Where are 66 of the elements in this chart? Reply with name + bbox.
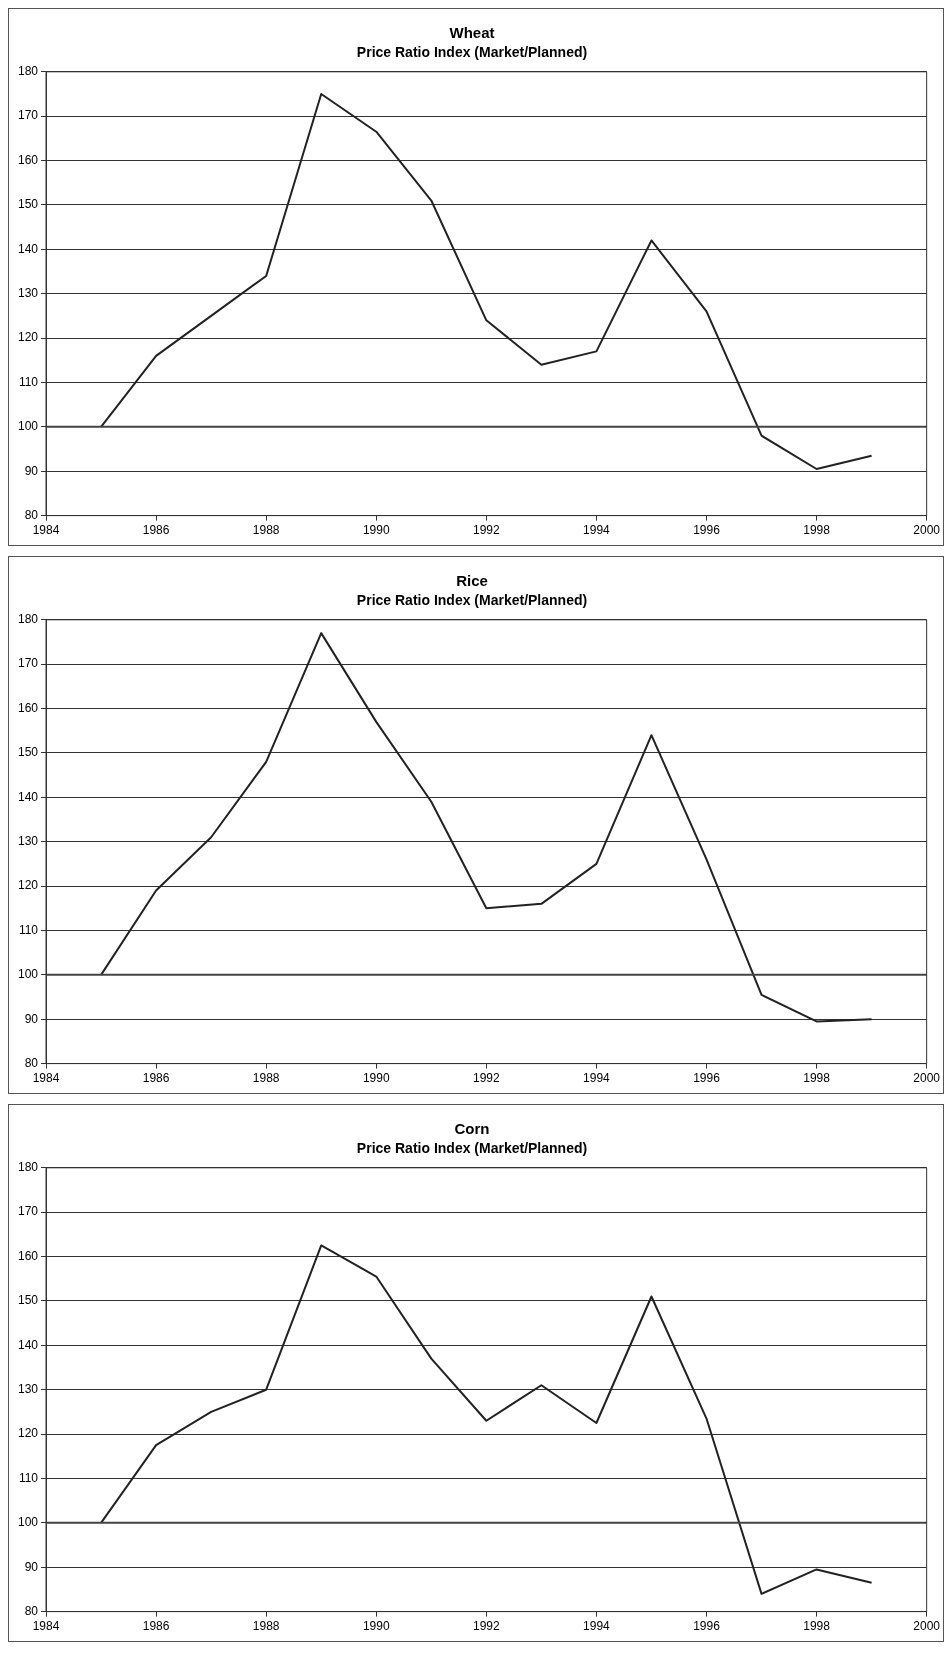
x-tick-label: 1992 bbox=[472, 1619, 501, 1634]
y-tick-label: 90 bbox=[24, 1011, 39, 1026]
x-tick-label: 2000 bbox=[913, 1619, 941, 1634]
x-tick-label: 1990 bbox=[362, 523, 390, 538]
y-tick-label: 140 bbox=[17, 241, 39, 256]
x-tick-label: 1998 bbox=[803, 1619, 831, 1634]
chart-title: Wheat bbox=[449, 24, 495, 42]
x-tick-label: 2000 bbox=[913, 1071, 941, 1086]
y-tick-label: 150 bbox=[17, 197, 39, 212]
x-tick-label: 1986 bbox=[142, 1619, 170, 1634]
y-tick-label: 180 bbox=[17, 612, 39, 627]
y-tick-label: 170 bbox=[17, 1204, 39, 1219]
x-tick-label: 1986 bbox=[142, 1071, 170, 1086]
x-tick-label: 1988 bbox=[252, 523, 280, 538]
chart-subtitle: Price Ratio Index (Market/Planned) bbox=[356, 44, 588, 61]
y-tick-label: 130 bbox=[17, 1382, 39, 1397]
x-tick-label: 1984 bbox=[32, 1619, 60, 1634]
chart-subtitle: Price Ratio Index (Market/Planned) bbox=[356, 1140, 588, 1157]
chart-title: Rice bbox=[456, 572, 488, 590]
y-tick-label: 130 bbox=[17, 834, 39, 849]
x-tick-label: 2000 bbox=[913, 523, 941, 538]
y-tick-label: 90 bbox=[24, 1559, 39, 1574]
y-tick-label: 110 bbox=[18, 1470, 39, 1485]
x-tick-label: 1998 bbox=[803, 523, 831, 538]
y-tick-label: 130 bbox=[17, 286, 39, 301]
x-tick-label: 1994 bbox=[583, 523, 611, 538]
x-tick-label: 1994 bbox=[583, 1619, 611, 1634]
x-tick-label: 1992 bbox=[472, 523, 501, 538]
x-tick-label: 1996 bbox=[693, 1071, 721, 1086]
chart-subtitle: Price Ratio Index (Market/Planned) bbox=[356, 592, 588, 609]
x-tick-label: 1986 bbox=[142, 523, 170, 538]
x-tick-label: 1990 bbox=[362, 1619, 390, 1634]
y-tick-label: 160 bbox=[17, 1248, 39, 1263]
x-tick-label: 1998 bbox=[803, 1071, 831, 1086]
y-tick-label: 120 bbox=[17, 330, 39, 345]
y-tick-label: 150 bbox=[17, 745, 39, 760]
y-tick-label: 80 bbox=[24, 1603, 39, 1618]
y-tick-label: 90 bbox=[24, 463, 39, 478]
y-tick-label: 140 bbox=[17, 789, 39, 804]
y-tick-label: 120 bbox=[17, 878, 39, 893]
x-tick-label: 1996 bbox=[693, 1619, 721, 1634]
y-tick-label: 100 bbox=[17, 419, 39, 434]
y-tick-label: 100 bbox=[17, 967, 39, 982]
y-tick-label: 150 bbox=[17, 1293, 39, 1308]
x-tick-label: 1994 bbox=[583, 1071, 611, 1086]
y-tick-label: 160 bbox=[17, 700, 39, 715]
y-tick-label: 170 bbox=[17, 656, 39, 671]
x-tick-label: 1992 bbox=[472, 1071, 501, 1086]
y-tick-label: 80 bbox=[24, 507, 39, 522]
x-tick-label: 1988 bbox=[252, 1619, 280, 1634]
y-tick-label: 180 bbox=[17, 64, 39, 79]
y-tick-label: 160 bbox=[17, 152, 39, 167]
y-tick-label: 120 bbox=[17, 1426, 39, 1441]
x-tick-label: 1996 bbox=[693, 523, 721, 538]
y-tick-label: 180 bbox=[17, 1160, 39, 1175]
y-tick-label: 100 bbox=[17, 1515, 39, 1530]
y-tick-label: 170 bbox=[17, 108, 39, 123]
y-tick-label: 140 bbox=[17, 1337, 39, 1352]
y-tick-label: 110 bbox=[18, 374, 39, 389]
x-tick-label: 1988 bbox=[252, 1071, 280, 1086]
x-tick-label: 1984 bbox=[32, 1071, 60, 1086]
y-tick-label: 110 bbox=[18, 922, 39, 937]
y-tick-label: 80 bbox=[24, 1055, 39, 1070]
x-tick-label: 1990 bbox=[362, 1071, 390, 1086]
x-tick-label: 1984 bbox=[32, 523, 60, 538]
chart-title: Corn bbox=[454, 1120, 490, 1138]
